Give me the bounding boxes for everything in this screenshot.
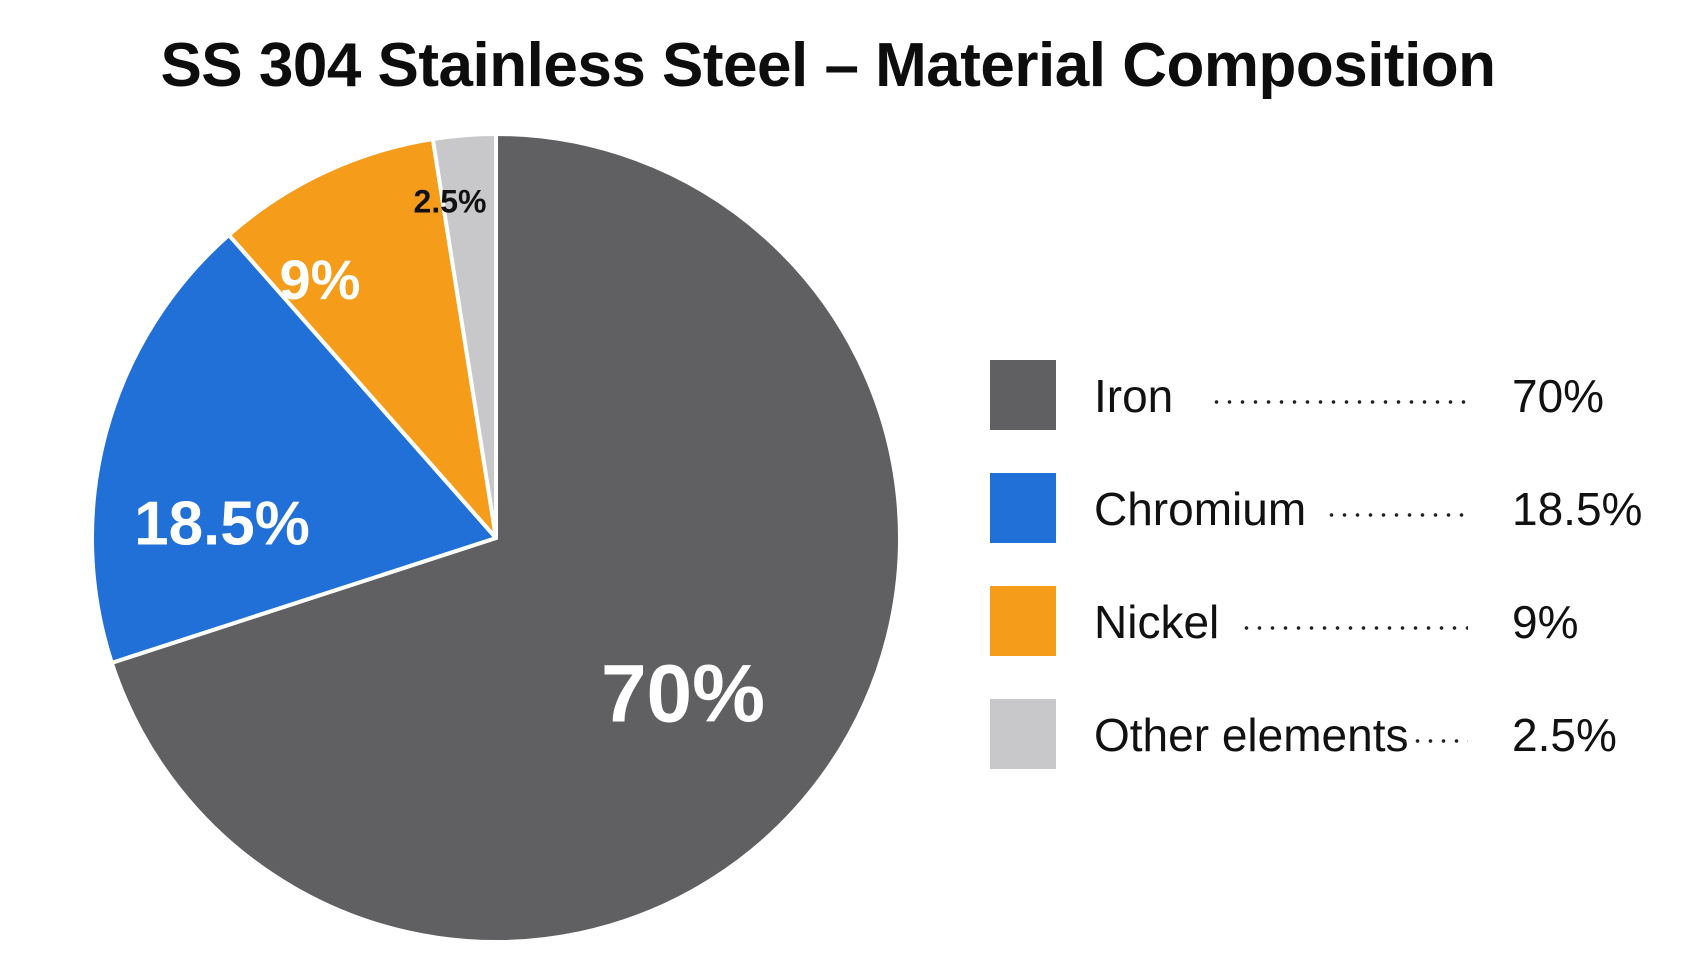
legend-label: Other elements: [1094, 709, 1409, 761]
pie-chart: 70% 18.5% 9% 2.5%: [90, 132, 902, 944]
pie-label-iron: 70%: [601, 649, 765, 740]
legend-label: Iron: [1094, 370, 1174, 422]
pie-slice-chromium: [90, 232, 498, 665]
pie-slice-nickel: [226, 136, 498, 540]
legend-swatch: [990, 360, 1056, 430]
pie-label-other-elements: 2.5%: [414, 183, 487, 219]
legend-swatch: [990, 473, 1056, 543]
legend-leader-dots: [1240, 626, 1468, 630]
legend-label: Nickel: [1094, 596, 1220, 648]
legend-leader-dots: [1325, 513, 1468, 517]
pie-label-nickel: 9%: [280, 248, 361, 311]
legend-leader-dots: [1210, 400, 1468, 404]
legend-item-chromium: Chromium 18.5%: [990, 473, 1670, 545]
pie-slice-iron: [109, 132, 902, 944]
legend-label: Chromium: [1094, 483, 1307, 535]
legend-swatch: [990, 586, 1056, 656]
legend-item-iron: Iron 70%: [990, 360, 1670, 432]
legend-value: 70%: [1512, 370, 1605, 422]
legend-value: 9%: [1512, 596, 1579, 648]
pie-slice-other-elements: [430, 132, 498, 540]
legend-value: 2.5%: [1512, 709, 1617, 761]
legend-leader-dots: [1398, 739, 1468, 743]
legend-item-nickel: Nickel 9%: [990, 586, 1670, 658]
legend-item-other-elements: Other elements 2.5%: [990, 699, 1670, 771]
legend-swatch: [990, 699, 1056, 769]
chart-title: SS 304 Stainless Steel – Material Compos…: [160, 31, 1496, 100]
pie-label-chromium: 18.5%: [134, 489, 310, 558]
legend-value: 18.5%: [1512, 483, 1643, 535]
